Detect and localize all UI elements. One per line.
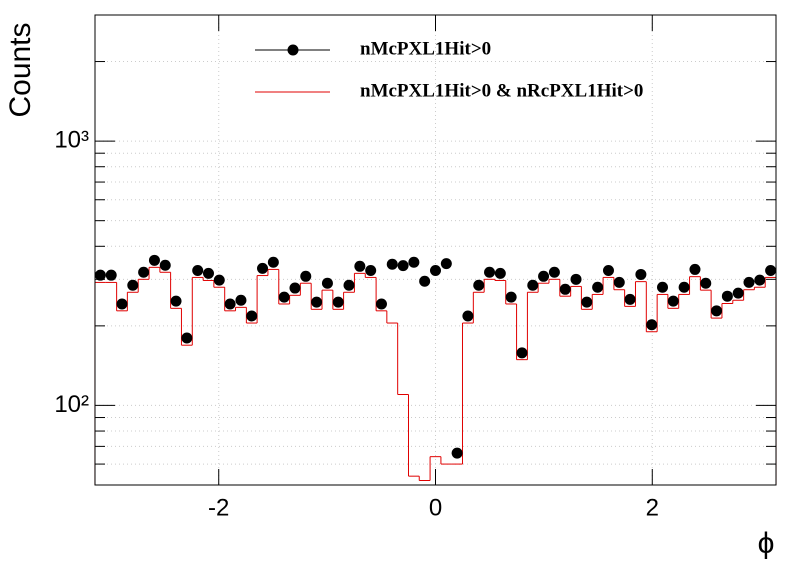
data-point xyxy=(711,305,723,317)
data-point xyxy=(689,263,701,275)
x-tick-label: 0 xyxy=(429,494,442,521)
data-point xyxy=(635,268,647,280)
legend-label: nMcPXL1Hit>0 & nRcPXL1Hit>0 xyxy=(360,80,643,101)
data-point xyxy=(516,347,528,359)
data-point xyxy=(657,281,669,293)
data-point xyxy=(592,281,604,293)
data-point xyxy=(213,274,225,286)
data-point xyxy=(192,264,204,276)
data-point xyxy=(646,319,658,331)
data-point xyxy=(462,310,474,322)
data-point xyxy=(289,282,301,294)
data-point xyxy=(332,296,344,308)
data-point xyxy=(202,267,214,279)
data-point xyxy=(505,291,517,303)
data-point xyxy=(559,283,571,295)
data-point xyxy=(419,275,431,287)
y-axis-label: Counts xyxy=(4,22,37,117)
data-point xyxy=(375,298,387,310)
data-point xyxy=(343,279,355,291)
data-point xyxy=(721,290,733,302)
data-point xyxy=(667,295,679,307)
data-point xyxy=(754,274,766,286)
data-point xyxy=(430,264,441,276)
data-point xyxy=(321,277,333,289)
data-point xyxy=(538,270,550,282)
plot-frame xyxy=(94,14,777,486)
data-point xyxy=(224,298,236,310)
data-point xyxy=(267,256,279,268)
data-point xyxy=(127,279,139,291)
data-point xyxy=(602,264,614,276)
legend-label: nMcPXL1Hit>0 xyxy=(360,38,491,59)
x-tick-label: -2 xyxy=(208,494,229,521)
data-point xyxy=(278,291,290,303)
data-point xyxy=(246,310,258,322)
data-point xyxy=(700,277,712,289)
data-point xyxy=(170,295,182,307)
data-point xyxy=(354,260,366,272)
data-point xyxy=(397,260,409,272)
x-tick-label: 2 xyxy=(646,494,659,521)
data-point xyxy=(138,266,150,278)
data-point xyxy=(548,266,560,278)
data-point xyxy=(765,264,777,276)
x-axis-label: ϕ xyxy=(758,527,775,560)
data-point xyxy=(484,266,496,278)
y-tick-label: 10² xyxy=(54,391,89,418)
data-point xyxy=(257,262,269,274)
data-point xyxy=(494,267,506,279)
y-tick-label: 10³ xyxy=(54,126,89,153)
data-point xyxy=(570,273,582,285)
data-point xyxy=(440,258,452,270)
data-point xyxy=(148,254,160,266)
data-point xyxy=(613,276,625,288)
data-point xyxy=(473,279,485,291)
data-point xyxy=(451,447,463,459)
data-point xyxy=(581,296,593,308)
data-point xyxy=(365,264,377,276)
data-point xyxy=(408,256,420,268)
data-point xyxy=(732,287,744,299)
data-point xyxy=(527,279,539,291)
data-point xyxy=(159,259,171,271)
data-point xyxy=(181,332,193,344)
data-point xyxy=(743,276,755,288)
data-point xyxy=(624,293,636,305)
data-point xyxy=(116,298,128,310)
data-point xyxy=(235,294,247,306)
data-point xyxy=(300,270,312,282)
legend-marker xyxy=(287,44,299,56)
data-point xyxy=(94,269,106,281)
data-point xyxy=(678,281,690,293)
data-point xyxy=(105,269,117,281)
data-point xyxy=(311,296,323,308)
data-point xyxy=(386,258,398,270)
